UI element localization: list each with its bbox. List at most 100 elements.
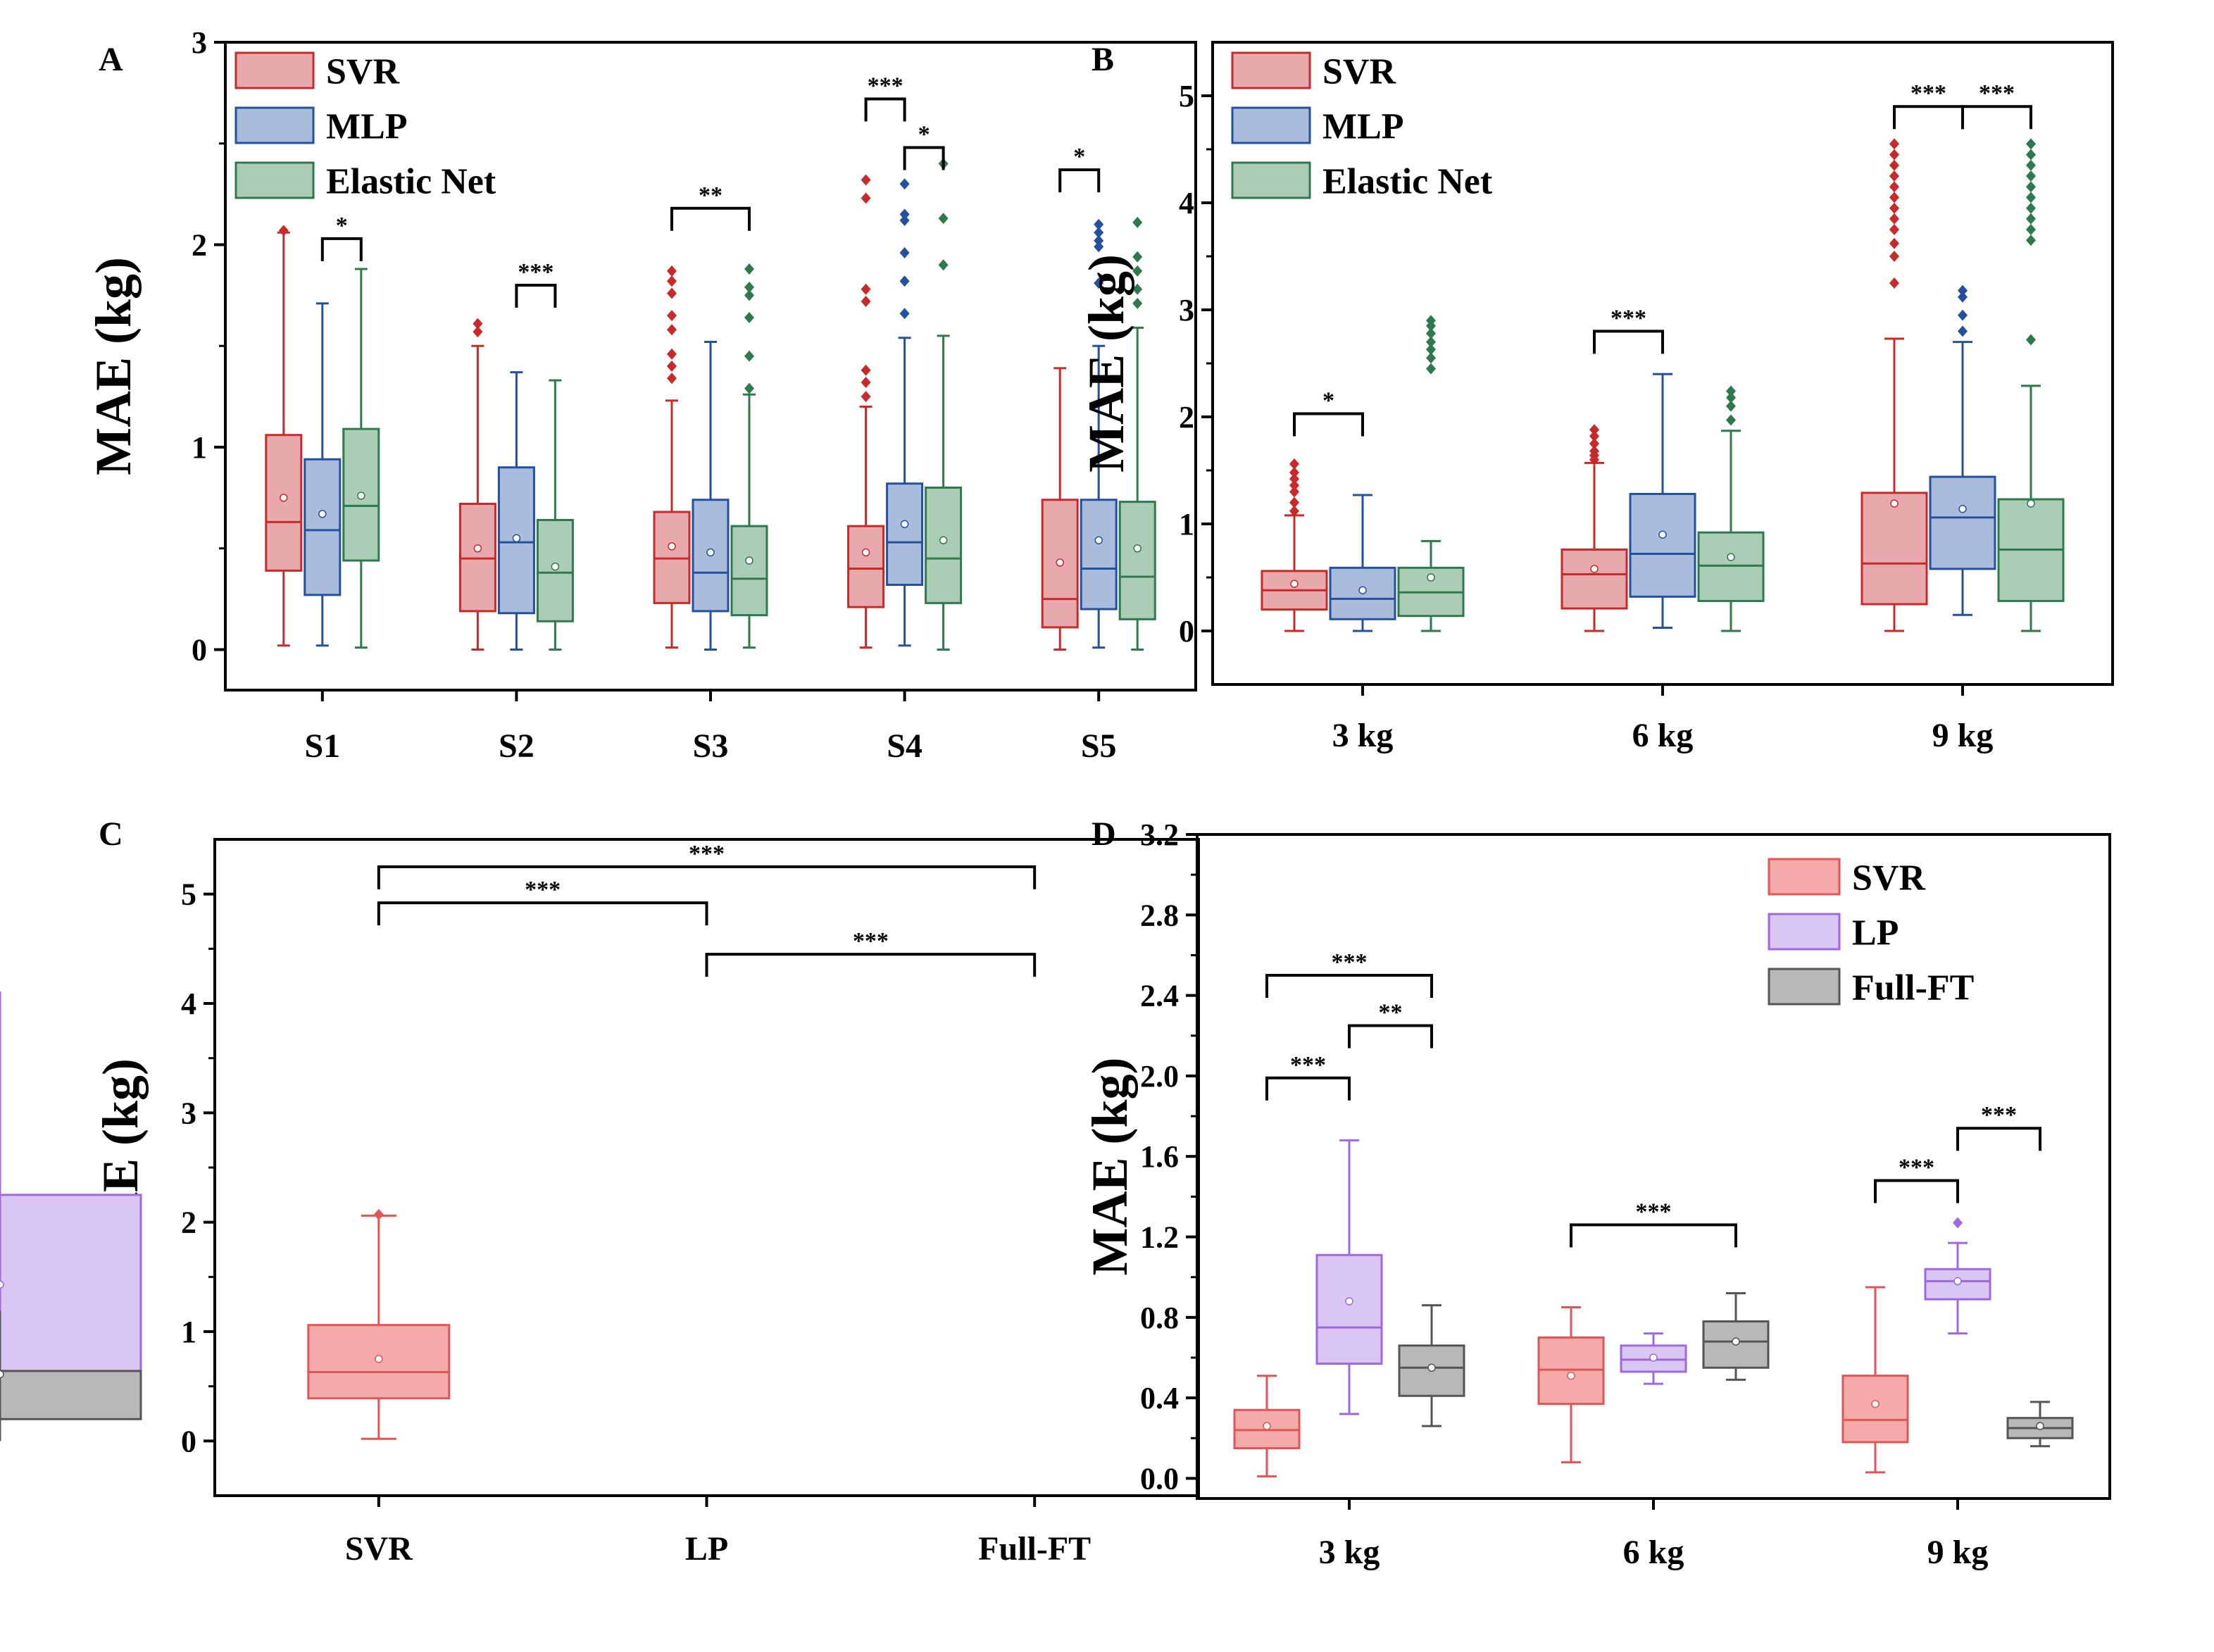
box-mean-marker xyxy=(1567,1371,1575,1380)
y-tick-label: 0.8 xyxy=(1140,1301,1179,1335)
box-svr-3 xyxy=(847,174,885,649)
box-elastic-net-3 xyxy=(925,158,963,651)
panel-d: 0.0 0.4 0.8 1.2 1.6 2.0 2.4 2.8 3.2 3 kg 6 kg 9 kg M… xyxy=(1082,815,2111,1571)
legend-label: SVR xyxy=(1852,858,1926,899)
box-mlp-0 xyxy=(304,302,342,647)
box-mean-marker xyxy=(1133,544,1142,553)
outlier-marker xyxy=(2026,213,2036,225)
box-svr-2 xyxy=(653,265,691,649)
legend-swatch xyxy=(1768,913,1841,951)
box-mean-marker xyxy=(473,544,482,553)
box-mean-marker xyxy=(1427,1363,1436,1372)
outlier-marker xyxy=(861,174,871,186)
box-iqr xyxy=(730,525,768,617)
outlier-marker xyxy=(1426,327,1436,339)
legend-label: SVR xyxy=(1322,52,1396,92)
outlier-marker xyxy=(2026,181,2036,193)
outlier-marker xyxy=(2026,159,2036,171)
legend-swatch xyxy=(1231,106,1311,144)
box-iqr xyxy=(1860,492,1928,606)
x-category-label: S3 xyxy=(693,727,729,765)
box-elastic-net-1 xyxy=(536,379,574,651)
legend-swatch xyxy=(1231,161,1311,199)
box-iqr xyxy=(1561,548,1628,610)
y-tick-label: 1.6 xyxy=(1140,1139,1179,1174)
y-tick-label: 2 xyxy=(181,1206,196,1240)
outlier-marker xyxy=(1726,385,1736,397)
box-mean-marker xyxy=(375,1355,383,1363)
significance-bracket xyxy=(1956,1127,2041,1151)
y-tick-label: 2 xyxy=(1179,400,1194,434)
outlier-marker xyxy=(2026,170,2036,182)
outlier-marker xyxy=(1889,202,1899,214)
box-iqr xyxy=(1118,501,1156,620)
significance-label: *** xyxy=(1899,1155,1934,1181)
significance-label: *** xyxy=(518,259,554,285)
outlier-marker xyxy=(1589,424,1599,436)
y-tick-label: 5 xyxy=(1179,79,1194,113)
box-mean-marker xyxy=(900,520,909,528)
box-elastic-net-4 xyxy=(1118,216,1156,651)
box-lp-0 xyxy=(1315,1139,1383,1415)
legend-swatch xyxy=(1231,51,1311,89)
outlier-marker xyxy=(1889,159,1899,171)
outlier-marker xyxy=(861,391,871,403)
significance-bracket xyxy=(1961,105,2032,130)
outlier-marker xyxy=(2026,138,2036,150)
box-svr-1 xyxy=(1561,424,1628,632)
outlier-marker xyxy=(899,308,910,320)
x-category-label: 6 kg xyxy=(1632,717,1694,754)
significance-bracket xyxy=(1265,974,1433,999)
box-lp-1 xyxy=(1620,1332,1687,1385)
significance-bracket xyxy=(705,953,1037,977)
box-iqr xyxy=(1315,1253,1383,1365)
significance-label: *** xyxy=(1910,80,1946,106)
significance-label: *** xyxy=(689,841,725,867)
outlier-marker xyxy=(1426,363,1436,375)
outlier-marker xyxy=(744,350,754,362)
significance-label: * xyxy=(1073,144,1085,170)
outlier-marker xyxy=(1958,309,1968,321)
outlier-marker xyxy=(667,324,677,336)
y-tick-label: 3 xyxy=(192,25,207,60)
significance-label: ** xyxy=(699,182,723,208)
outlier-marker xyxy=(861,192,871,204)
box-iqr xyxy=(886,482,924,586)
y-tick-label: 1.2 xyxy=(1140,1220,1179,1255)
box-svr-0 xyxy=(307,1208,451,1440)
box-elastic-net-2 xyxy=(1997,138,2065,632)
x-category-label: S2 xyxy=(499,727,534,765)
outlier-marker xyxy=(1958,291,1968,303)
box-mean-marker xyxy=(1953,1277,1962,1286)
box-mlp-0 xyxy=(1329,494,1396,632)
outlier-marker xyxy=(861,377,871,388)
significance-label: * xyxy=(1322,387,1334,413)
box-elastic-net-1 xyxy=(1697,385,1765,632)
box-svr-1 xyxy=(1537,1306,1605,1464)
outlier-marker xyxy=(1132,251,1143,263)
box-mlp-4 xyxy=(1080,218,1118,649)
outlier-marker xyxy=(2026,224,2036,235)
panel-label: A xyxy=(99,41,123,78)
outlier-marker xyxy=(2026,149,2036,161)
y-tick-label: 3.2 xyxy=(1140,818,1179,852)
outlier-marker xyxy=(1289,458,1299,470)
outlier-marker xyxy=(1889,138,1899,150)
y-axis-label: MAE (kg) xyxy=(1078,254,1134,473)
box-iqr xyxy=(304,458,342,596)
significance-bracket xyxy=(320,237,363,261)
box-mean-marker xyxy=(2027,499,2035,508)
outlier-marker xyxy=(861,296,871,307)
box-elastic-net-0 xyxy=(1397,315,1465,632)
box-mean-marker xyxy=(1094,536,1103,544)
outlier-marker xyxy=(2026,202,2036,214)
legend-swatch xyxy=(234,161,315,199)
outlier-marker xyxy=(1289,505,1299,517)
legend-swatch xyxy=(234,106,315,144)
significance-bracket xyxy=(864,97,906,122)
x-category-label: 6 kg xyxy=(1623,1534,1684,1571)
outlier-marker xyxy=(667,287,677,299)
y-tick-label: 0.4 xyxy=(1140,1381,1179,1415)
y-tick-label: 2.8 xyxy=(1140,898,1179,932)
box-mean-marker xyxy=(512,534,521,543)
